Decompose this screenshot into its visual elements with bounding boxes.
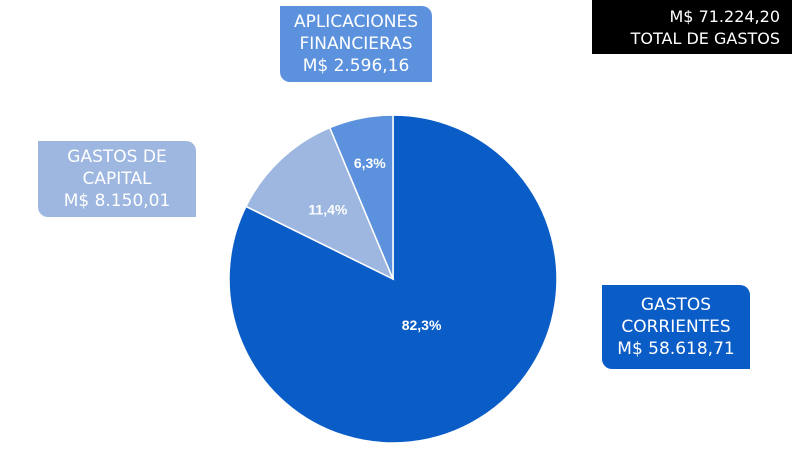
callout-aplicaciones-line2: FINANCIERAS (299, 34, 413, 54)
callout-aplicaciones-amount: M$ 2.596,16 (302, 56, 410, 76)
callout-capital-amount: M$ 8.150,01 (63, 191, 171, 211)
callout-corrientes-line2: CORRIENTES (621, 317, 731, 337)
callout-aplicaciones-financieras: APLICACIONES FINANCIERAS M$ 2.596,16 (280, 6, 432, 82)
callout-corrientes-amount: M$ 58.618,71 (617, 339, 735, 359)
pie-slice-gastos-corrientes (228, 114, 558, 444)
callout-gastos-de-capital: GASTOS DE CAPITAL M$ 8.150,01 (38, 141, 196, 217)
callout-aplicaciones-line1: APLICACIONES (293, 12, 419, 32)
slice-percent-label: 82,3% (402, 317, 442, 333)
pie-slice-gastos-de-capital (244, 126, 395, 281)
callout-capital-line1: GASTOS DE (67, 147, 167, 167)
pie-slice-aplicaciones-financieras (328, 114, 394, 280)
total-amount: M$ 71.224,20 (669, 7, 781, 26)
callout-corrientes-line1: GASTOS (640, 295, 712, 315)
total-label: TOTAL DE GASTOS (630, 29, 780, 48)
slice-percent-label: 11,4% (308, 202, 347, 218)
total-box: M$ 71.224,20 TOTAL DE GASTOS (592, 0, 792, 54)
slice-percent-label: 6,3% (354, 155, 386, 171)
callout-capital-line2: CAPITAL (82, 169, 152, 189)
callout-gastos-corrientes: GASTOS CORRIENTES M$ 58.618,71 (602, 285, 750, 369)
